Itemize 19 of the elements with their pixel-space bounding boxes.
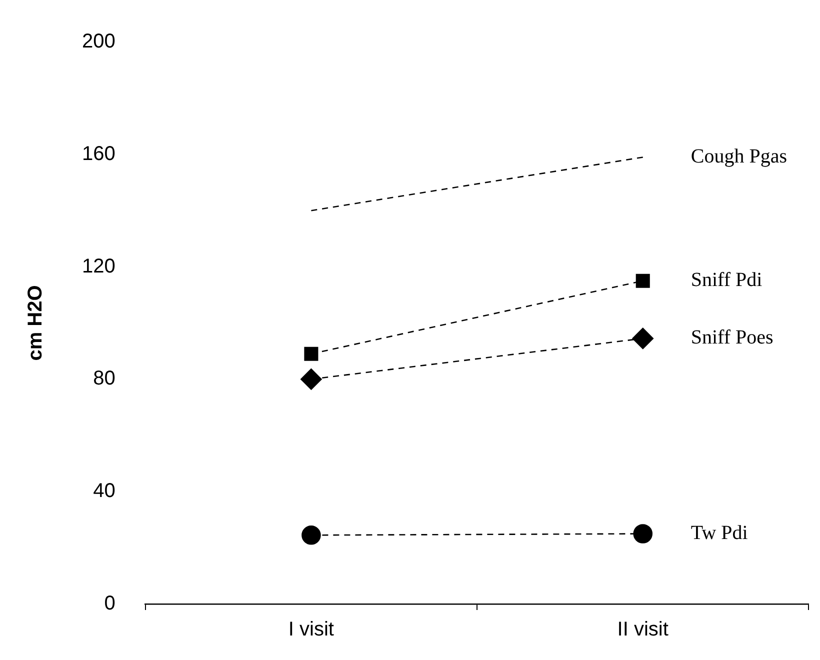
- y-tick-label: 160: [82, 142, 116, 165]
- y-tick-label: 80: [93, 368, 116, 390]
- point: [302, 526, 321, 545]
- series-label: Tw Pdi: [690, 522, 748, 544]
- y-tick-label: 0: [104, 592, 116, 615]
- y-axis-title: cm H2O: [24, 285, 47, 361]
- point: [636, 274, 650, 288]
- point: [632, 328, 654, 350]
- y-tick-label: 120: [82, 255, 116, 278]
- point: [300, 368, 322, 390]
- text: Cough Pgas: [690, 145, 788, 168]
- point: [304, 346, 318, 361]
- y-tick-label: 40: [93, 480, 116, 502]
- series-label: Sniff Poes: [690, 326, 774, 349]
- x-tick-label: II visit: [617, 618, 669, 641]
- text: Sniff Pdi: [690, 269, 763, 292]
- x-tick-label: I visit: [288, 618, 334, 641]
- y-tick-label: 200: [82, 30, 116, 53]
- point: [633, 524, 653, 544]
